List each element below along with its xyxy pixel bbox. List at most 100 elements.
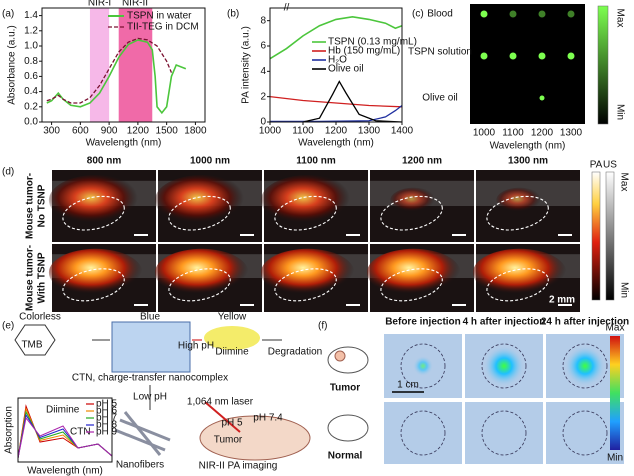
x-tick-label: 1200 [325, 126, 348, 137]
panel-label: (a) [2, 9, 14, 20]
axis-label: Absorbance (a.u.) [7, 25, 18, 105]
tumor-outline [380, 195, 443, 231]
y-tick-label: 0.4 [24, 86, 38, 97]
roi [481, 410, 527, 456]
spot [480, 10, 488, 18]
axis-label: Wavelength (nm) [298, 138, 374, 149]
x-tick-label: 1800 [184, 126, 207, 137]
tumor-outline [274, 268, 337, 302]
label: Max [606, 323, 625, 334]
laser [204, 401, 241, 433]
column-header: 4 h after injection [463, 317, 546, 328]
curve [269, 16, 403, 60]
y-tick-label: 8 [260, 15, 266, 26]
y-tick-label: 1.2 [24, 25, 38, 36]
axis-label: Wavelength (nm) [27, 466, 103, 476]
legend-label: TSPN (0.13 mg/mL) [328, 37, 417, 48]
axis-label: PA intensity (a.u.) [241, 26, 252, 104]
legend-label: pH 7 [96, 413, 118, 424]
pa-signal [154, 175, 249, 226]
image [384, 402, 462, 464]
label: TMB [21, 340, 42, 351]
y-tick-label: 0 [260, 117, 266, 128]
label: NIR-II PA imaging [199, 461, 278, 472]
spot [509, 10, 517, 18]
y-tick-label: 0.8 [24, 56, 38, 67]
curve [270, 105, 403, 123]
row-label: No TSNP [37, 184, 48, 227]
image [465, 402, 543, 464]
column-header: 24 h after injection [541, 317, 629, 328]
y-tick-label: 2 [260, 91, 266, 102]
legend-label: Hb (150 mg/mL) [328, 46, 400, 57]
panel-label: (e) [2, 321, 14, 332]
label: Tumor [214, 435, 243, 446]
x-tick-label: 900 [101, 126, 118, 137]
row-label: Tumor [330, 383, 360, 394]
x-tick-label: 1100 [292, 126, 314, 137]
pa-signal [48, 175, 143, 226]
colorbar [610, 336, 620, 450]
pa-signal [260, 175, 355, 226]
label: Olive oil [422, 93, 458, 104]
tumor-outline [62, 195, 125, 231]
column-header: 1300 nm [508, 156, 548, 167]
curve [46, 37, 173, 104]
legend-label: TII-TEG in DCM [127, 22, 199, 33]
x-tick-label: 1300 [358, 126, 381, 137]
label: Max [614, 9, 625, 28]
spot [480, 52, 488, 60]
axis-label: Absorption [4, 406, 15, 454]
label: Colorless [19, 312, 61, 323]
nanofiber [123, 411, 162, 456]
spot [539, 95, 545, 101]
spot [538, 52, 546, 60]
roi [562, 343, 608, 389]
x-tick-label: 1100 [502, 128, 524, 139]
mouse-sketch [327, 346, 369, 374]
label: Min [618, 282, 629, 298]
label: Degradation [268, 347, 322, 358]
pa-signal [484, 346, 524, 386]
row-label: With TSNP [37, 252, 48, 303]
roi [400, 343, 446, 389]
label: PA [590, 160, 603, 171]
y-tick-label: 0.0 [24, 117, 38, 128]
label: US [603, 160, 617, 171]
legend-label: pH 8 [96, 420, 118, 431]
colorbar-us [605, 171, 615, 301]
label: 1,064 nm laser [187, 397, 254, 408]
curve [302, 80, 403, 123]
label: Low pH [133, 392, 167, 403]
label: Max [618, 173, 629, 192]
x-tick-label: 1000 [259, 126, 282, 137]
row-label: Mouse tumor- [25, 173, 36, 239]
column-header: 1100 nm [296, 156, 336, 167]
tumor-outline [168, 268, 231, 302]
x-tick-label: 300 [43, 126, 60, 137]
pa-signal [154, 248, 249, 297]
x-tick-label: 1300 [560, 128, 583, 139]
mouse-sketch [327, 414, 369, 442]
tumor-outline [486, 195, 549, 231]
label: Blue [140, 312, 160, 323]
pa-signal [366, 248, 461, 297]
legend-label: pH 6 [96, 406, 118, 417]
legend-label: TSPN in water [127, 11, 192, 22]
axis-box [41, 7, 206, 123]
label: Diimine [215, 347, 249, 358]
mouse [199, 415, 311, 461]
y-tick-label: 4 [260, 66, 266, 77]
tumor-marker [334, 350, 346, 362]
label: NIR-II [122, 0, 148, 9]
curve [269, 96, 403, 108]
x-tick-label: 1000 [473, 128, 496, 139]
pa-signal [565, 346, 605, 386]
legend-label: Olive oil [328, 64, 364, 75]
y-tick-label: 1.4 [24, 10, 38, 21]
label: Nanofibers [116, 460, 164, 471]
curve [17, 416, 113, 459]
label: High pH [178, 341, 214, 352]
diimine [204, 326, 260, 350]
